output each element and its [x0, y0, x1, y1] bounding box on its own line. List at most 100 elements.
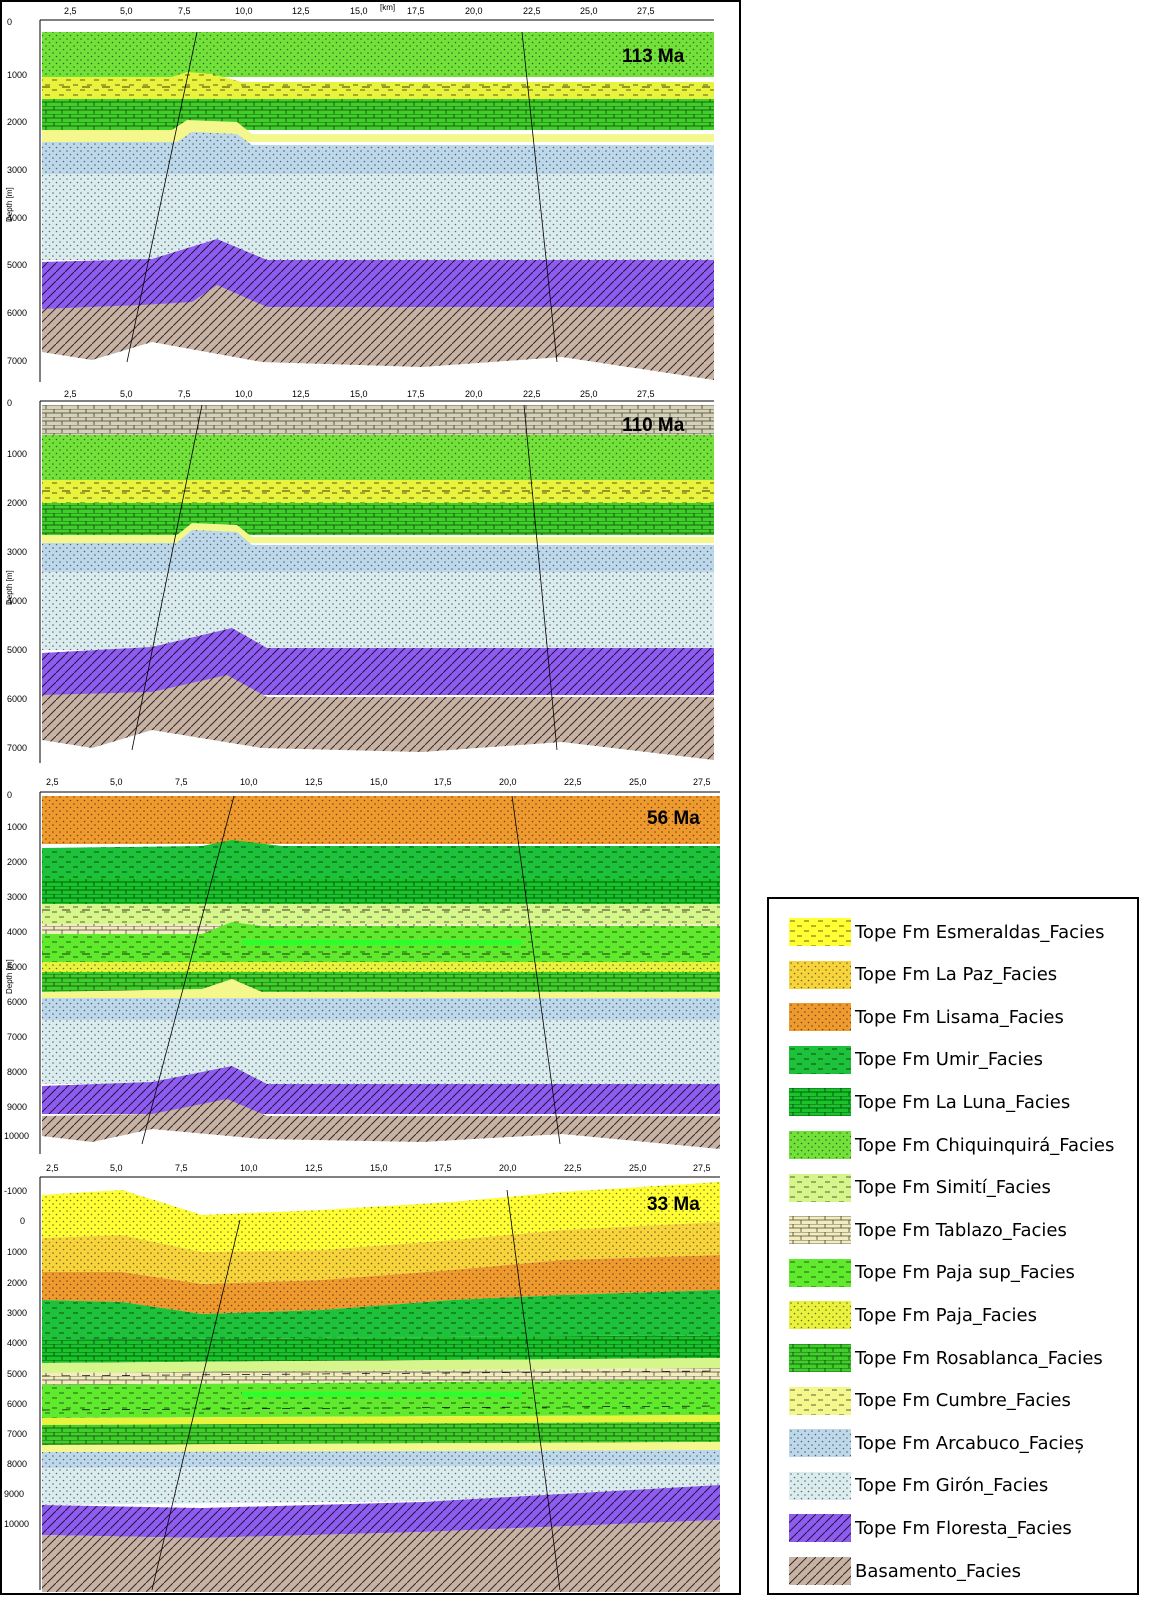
x-tick-label: 5,0	[120, 6, 133, 16]
y-tick-label: 7000	[7, 356, 27, 366]
y-tick-label: 5000	[7, 645, 27, 655]
legend-item: Tope Fm Arcabuco_Facieș	[789, 1427, 1084, 1459]
legend-item: Tope Fm Tablazo_Facies	[789, 1214, 1067, 1246]
y-tick-label: 4000	[7, 927, 27, 937]
y-axis: 0 1000 2000 3000 4000 5000 6000 7000 800…	[4, 790, 41, 1154]
legend-swatch	[789, 1003, 851, 1032]
x-tick-label: 27,5	[693, 1163, 711, 1173]
legend-swatch	[789, 1301, 851, 1330]
x-unit-label: [km]	[380, 3, 395, 12]
y-tick-label: 5000	[7, 1369, 27, 1379]
panel-33-ma: 2,5 5,0 7,5 10,0 12,5 15,0 17,5 20,0 22,…	[2, 1160, 742, 1595]
y-tick-label: 2000	[7, 117, 27, 127]
x-tick-label: 5,0	[120, 389, 133, 399]
x-tick-label: 20,0	[499, 777, 517, 787]
y-tick-label: 7000	[7, 1429, 27, 1439]
y-tick-label: 10000	[4, 1519, 29, 1529]
y-tick-label: 1000	[7, 449, 27, 459]
y-tick-label: 8000	[7, 1459, 27, 1469]
x-tick-label: 12,5	[292, 6, 310, 16]
x-tick-label: 25,0	[580, 389, 598, 399]
facies-legend: Tope Fm Esmeraldas_Facies Tope Fm La Paz_…	[767, 897, 1139, 1595]
x-axis-top: 2,5 5,0 7,5 10,0 12,5 15,0 17,5 20,0 22,…	[40, 1163, 720, 1178]
x-tick-label: 20,0	[499, 1163, 517, 1173]
legend-item: Tope Fm Rosablanca_Facies	[789, 1342, 1103, 1374]
strata	[42, 31, 714, 380]
y-tick-label: 9000	[7, 1102, 27, 1112]
y-tick-label: 1000	[7, 1247, 27, 1257]
legend-swatch	[789, 1216, 851, 1245]
x-tick-label: 2,5	[64, 6, 77, 16]
x-tick-label: 27,5	[637, 389, 655, 399]
legend-label: Tope Fm Paja_Facies	[855, 1304, 1037, 1326]
x-tick-label: 20,0	[465, 6, 483, 16]
legend-swatch	[789, 1173, 851, 1202]
x-tick-label: 2,5	[64, 389, 77, 399]
strata	[42, 795, 720, 1149]
x-tick-label: 17,5	[434, 1163, 452, 1173]
legend-swatch	[789, 1258, 851, 1287]
legend-item: Tope Fm Cumbre_Facies	[789, 1385, 1071, 1417]
x-tick-label: 22,5	[564, 1163, 582, 1173]
section-svg-56: 2,5 5,0 7,5 10,0 12,5 15,0 17,5 20,0 22,…	[4, 777, 720, 1154]
y-tick-label: 4000	[7, 1338, 27, 1348]
y-tick-label: 6000	[7, 1399, 27, 1409]
legend-label: Tope Fm Umir_Facies	[855, 1049, 1043, 1071]
x-tick-label: 22,5	[523, 389, 541, 399]
y-tick-label: 6000	[7, 997, 27, 1007]
y-axis: -1000 0 1000 2000 3000 4000 5000 6000 70…	[4, 1177, 41, 1590]
legend-item: Tope Fm Umir_Facies	[789, 1044, 1043, 1076]
cross-section-frame: 2,5 5,0 7,5 10,0 12,5 15,0 17,5 20,0 22,…	[0, 0, 741, 1595]
x-axis-top: 2,5 5,0 7,5 10,0 12,5 15,0 17,5 20,0 22,…	[40, 3, 714, 21]
y-tick-label: 7000	[7, 743, 27, 753]
legend-item: Tope Fm Paja sup_Facies	[789, 1257, 1075, 1289]
y-tick-label: 0	[7, 398, 12, 408]
y-axis: 0 1000 2000 3000 4000 5000 6000 7000 Dep…	[5, 17, 41, 382]
x-tick-label: 25,0	[629, 1163, 647, 1173]
legend-item: Tope Fm La Luna_Facies	[789, 1086, 1070, 1118]
y-tick-label: 4000	[7, 596, 27, 606]
y-tick-label: 0	[7, 790, 12, 800]
legend-label: Tope Fm La Luna_Facies	[855, 1091, 1071, 1113]
legend-label: Tope Fm Arcabuco_Facieș	[855, 1432, 1084, 1454]
x-tick-label: 2,5	[46, 777, 59, 787]
legend-item: Tope Fm Paja_Facies	[789, 1299, 1037, 1331]
y-tick-label: 7000	[7, 1032, 27, 1042]
legend-swatch	[789, 1514, 851, 1543]
x-tick-label: 7,5	[175, 1163, 188, 1173]
age-label: 56 Ma	[647, 808, 700, 829]
x-tick-label: 15,0	[370, 777, 388, 787]
legend-item: Tope Fm Esmeraldas_Facies	[789, 916, 1105, 948]
y-tick-label: 3000	[7, 547, 27, 557]
legend-label: Tope Fm Lisama_Facies	[855, 1006, 1064, 1028]
x-tick-label: 25,0	[629, 777, 647, 787]
legend-item: Tope Fm Lisama_Facies	[789, 1001, 1064, 1033]
y-tick-label: 3000	[7, 1308, 27, 1318]
x-tick-label: 10,0	[240, 1163, 258, 1173]
y-tick-label: 3000	[7, 892, 27, 902]
x-tick-label: 20,0	[465, 389, 483, 399]
y-tick-label: 5000	[7, 260, 27, 270]
x-axis-top: 2,5 5,0 7,5 10,0 12,5 15,0 17,5 20,0 22,…	[40, 777, 720, 793]
y-tick-label: 6000	[7, 308, 27, 318]
panel-113-ma: 2,5 5,0 7,5 10,0 12,5 15,0 17,5 20,0 22,…	[2, 2, 742, 387]
x-tick-label: 17,5	[407, 6, 425, 16]
age-label: 110 Ma	[622, 415, 685, 436]
legend-swatch	[789, 1045, 851, 1074]
x-tick-label: 27,5	[637, 6, 655, 16]
legend-label: Tope Fm La Paz_Facies	[855, 964, 1058, 986]
legend-swatch	[789, 1131, 851, 1159]
legend-label: Tope Fm Chiquinquirá_Facies	[855, 1134, 1115, 1156]
panel-110-ma: 2,5 5,0 7,5 10,0 12,5 15,0 17,5 20,0 22,…	[2, 385, 742, 765]
legend-swatch	[789, 918, 851, 946]
y-tick-label: 5000	[7, 962, 27, 972]
y-tick-label: 6000	[7, 694, 27, 704]
y-tick-label: 2000	[7, 857, 27, 867]
x-tick-label: 10,0	[235, 389, 253, 399]
y-axis-title: Depth [m]	[5, 959, 14, 994]
y-tick-label: 1000	[7, 822, 27, 832]
legend-label: Tope Fm Rosablanca_Facies	[855, 1347, 1103, 1369]
strata	[41, 1182, 721, 1592]
y-tick-label: 2000	[7, 1278, 27, 1288]
y-tick-label: 2000	[7, 498, 27, 508]
